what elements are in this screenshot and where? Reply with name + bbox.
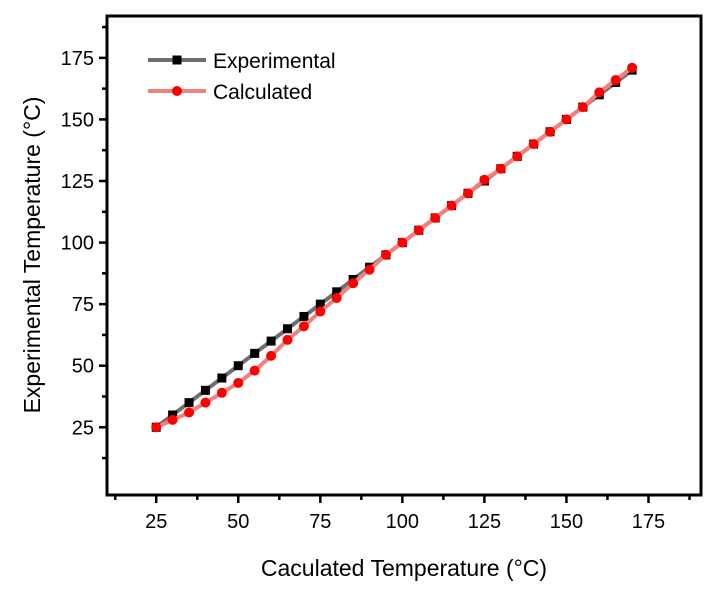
- data-point: [233, 377, 244, 388]
- data-point: [610, 75, 621, 86]
- data-point: [512, 151, 523, 162]
- plot-frame: [105, 14, 703, 497]
- x-tick-label: 125: [468, 511, 501, 533]
- data-point: [380, 249, 391, 260]
- data-point: [217, 373, 227, 383]
- data-point: [167, 414, 178, 425]
- data-point: [200, 397, 211, 408]
- data-point: [561, 114, 572, 125]
- x-tick-label: 25: [145, 511, 167, 533]
- x-tick-label: 75: [309, 511, 331, 533]
- y-tick-label: 100: [61, 233, 94, 255]
- data-point: [266, 336, 276, 346]
- legend: Experimental Calculated: [148, 50, 336, 104]
- data-point: [331, 292, 342, 303]
- data-point: [462, 188, 473, 199]
- data-point: [348, 278, 359, 289]
- ticks-layer: 25 50 75 100 125 150 175 25 50 75 100 125 150 175: [61, 25, 691, 533]
- data-point: [266, 350, 277, 361]
- legend-marker: [172, 55, 182, 65]
- x-tick-label: 50: [227, 511, 249, 533]
- y-tick-label: 125: [61, 171, 94, 193]
- data-point: [430, 212, 441, 223]
- y-tick-label: 50: [72, 356, 94, 378]
- data-point: [233, 361, 243, 371]
- x-axis-label: Caculated Temperature (°C): [261, 555, 547, 581]
- data-point: [332, 287, 342, 297]
- data-point: [364, 264, 375, 275]
- y-tick-label: 175: [61, 48, 94, 70]
- x-tick-label: 175: [632, 511, 665, 533]
- data-point: [479, 174, 490, 185]
- y-tick-label: 75: [72, 294, 94, 316]
- series-calculated: [151, 62, 638, 433]
- data-point: [216, 387, 227, 398]
- y-tick-label: 150: [61, 109, 94, 131]
- data-point: [413, 225, 424, 236]
- y-axis-label: Experimental Temperature (°C): [19, 97, 45, 414]
- data-point: [495, 163, 506, 174]
- data-point: [184, 398, 194, 408]
- data-point: [397, 237, 408, 248]
- data-point: [528, 139, 539, 150]
- data-point: [282, 334, 293, 345]
- series-layer: [151, 62, 638, 433]
- data-point: [577, 102, 588, 113]
- data-point: [315, 299, 325, 309]
- data-point: [545, 126, 556, 137]
- data-point: [594, 87, 605, 98]
- x-tick-label: 150: [550, 511, 583, 533]
- data-point: [315, 306, 326, 317]
- data-point: [184, 407, 195, 418]
- data-point: [151, 422, 162, 433]
- data-point: [200, 385, 210, 395]
- legend-label: Calculated: [213, 81, 312, 104]
- data-point: [627, 62, 638, 73]
- legend-label: Experimental: [213, 50, 336, 73]
- data-point: [249, 365, 260, 376]
- y-tick-label: 25: [72, 417, 94, 439]
- legend-item: Calculated: [148, 81, 312, 104]
- data-point: [446, 200, 457, 211]
- legend-marker: [172, 86, 182, 96]
- data-point: [298, 321, 309, 332]
- data-point: [282, 324, 292, 334]
- data-point: [299, 311, 309, 321]
- legend-item: Experimental: [148, 50, 336, 73]
- data-point: [250, 348, 260, 358]
- x-tick-label: 100: [386, 511, 419, 533]
